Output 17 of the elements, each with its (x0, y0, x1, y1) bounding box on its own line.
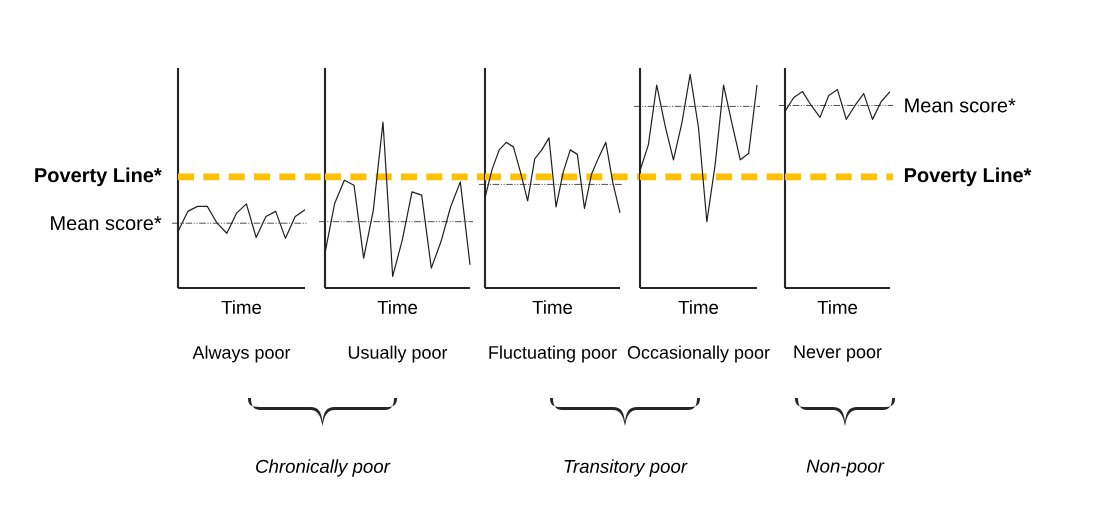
text: Usually poor (348, 345, 448, 363)
x-axis-title: Time (532, 300, 573, 314)
text: Fluctuating poor (489, 345, 617, 363)
text: Occasionally poor (627, 345, 770, 363)
ref-line-label: Poverty Line* (904, 167, 1032, 187)
text: Never poor (794, 345, 882, 362)
ref-line-label: Mean score* (905, 98, 1016, 113)
ref-line-label: Mean score* (51, 216, 162, 231)
text: Non-poor (806, 459, 885, 477)
x-axis-title: Time (377, 300, 418, 314)
x-axis-title: Time (678, 300, 719, 314)
text: Always poor (192, 345, 291, 363)
ref-line-label: Poverty Line* (35, 167, 162, 187)
text: Chronically poor (256, 459, 391, 477)
x-axis-title: Time (221, 300, 262, 314)
x-axis-title: Time (817, 300, 858, 314)
text: Transitory poor (564, 459, 688, 477)
